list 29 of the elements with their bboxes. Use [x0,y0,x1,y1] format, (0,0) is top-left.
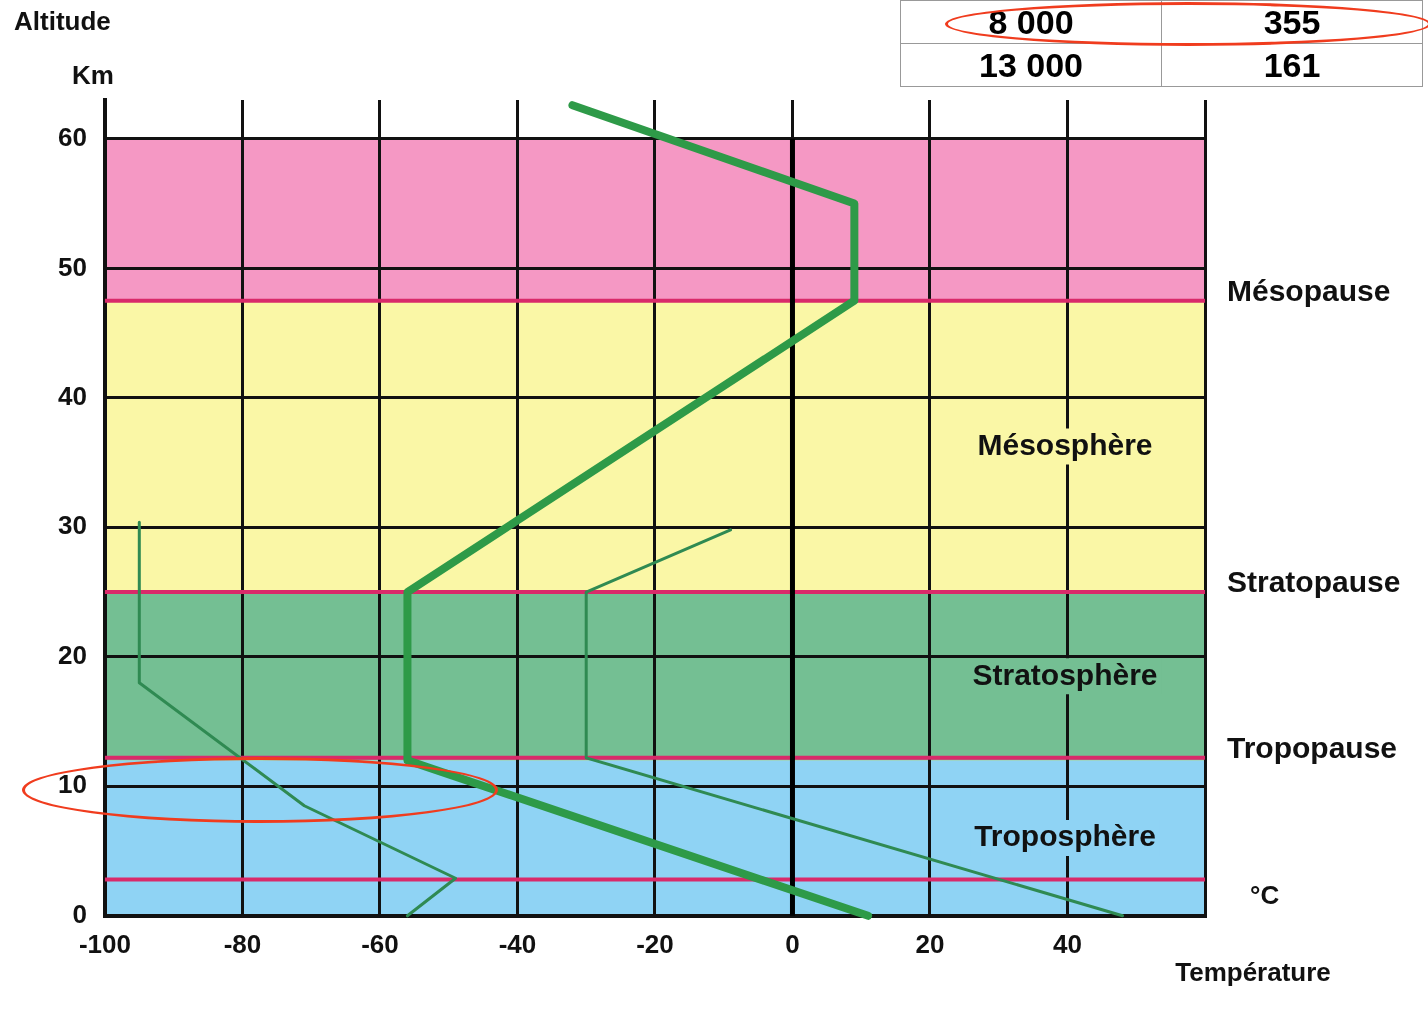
band-label: Troposphère [974,819,1156,853]
y-tick-label: 50 [58,251,87,282]
text: 355 [1161,0,1423,44]
x-tick-label: -40 [498,928,537,959]
text: °C [1250,880,1280,911]
y-tick-label: 20 [58,639,87,670]
y-tick-label: 10 [58,769,87,800]
text: 161 [1161,43,1423,87]
ref-line-label: Tropopause [1227,731,1398,765]
y-tick-label: 40 [58,381,87,411]
ref-line-label: Stratopause [1227,565,1401,599]
x-tick-label: 40 [1053,928,1082,959]
x-tick-label: -60 [361,928,399,959]
y-axis-title: Altitude [14,6,111,37]
y-tick-label: 60 [58,122,87,153]
ref-line-label: Mésopause [1227,273,1391,307]
x-tick-label: -80 [223,928,262,959]
x-tick-label: 0 [785,928,800,959]
text: 13 000 [900,43,1162,87]
x-tick-label: -100 [78,928,131,959]
y-tick-label: 0 [72,898,87,929]
text: Km [72,60,114,91]
y-tick-label: 30 [58,510,87,541]
x-tick-label: 20 [915,928,945,959]
text: 8 000 [900,0,1162,44]
x-axis-title: Température [1175,956,1331,987]
band-label: Mésosphère [977,427,1153,461]
band-label: Stratosphère [972,657,1158,691]
x-tick-label: -20 [636,928,674,959]
